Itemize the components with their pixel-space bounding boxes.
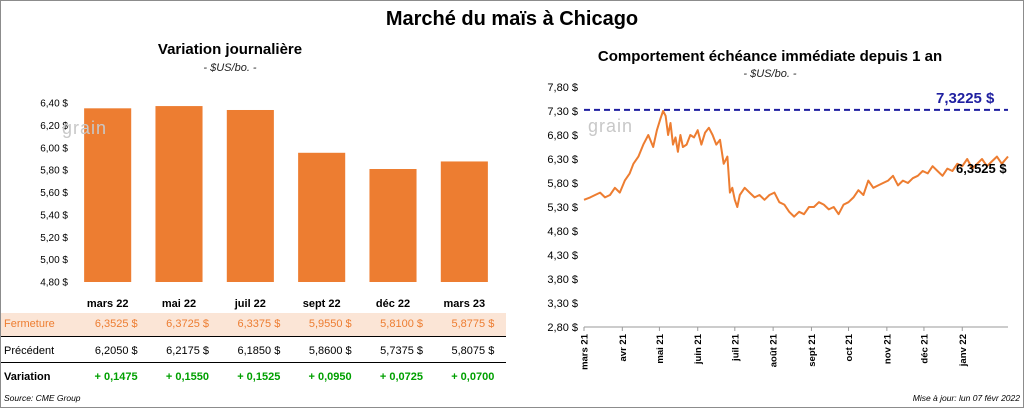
x-tick-label: oct 21 [844, 333, 855, 361]
close-value: 5,9550 $ [308, 318, 352, 330]
x-tick-label: déc 21 [919, 333, 930, 363]
close-value: 5,8775 $ [451, 318, 495, 330]
close-value: 6,3725 $ [166, 318, 209, 330]
page-title: Marché du maïs à Chicago [385, 8, 639, 30]
x-tick-label: août 21 [769, 333, 780, 367]
y-tick-label: 5,80 $ [547, 178, 578, 190]
left-chart-title: Variation journalière [157, 41, 303, 58]
bar [155, 106, 203, 282]
y-tick-label: 6,00 $ [40, 143, 68, 154]
y-tick-label: 6,80 $ [547, 130, 578, 142]
previous-value: 6,2050 $ [94, 345, 138, 357]
x-tick-label: janv 22 [958, 334, 969, 367]
close-value: 6,3525 $ [94, 318, 138, 330]
y-tick-label: 5,30 $ [547, 202, 578, 214]
bar [226, 109, 274, 282]
category-label: mars 23 [444, 298, 486, 310]
variation-value: + 0,0725 [379, 371, 423, 383]
y-tick-label: 6,40 $ [40, 99, 68, 110]
last-value-label: 6,3525 $ [956, 161, 1007, 176]
y-tick-label: 6,20 $ [40, 121, 68, 132]
category-label: mars 22 [87, 298, 129, 310]
variation-value: + 0,0700 [451, 371, 495, 383]
reference-value-label: 7,3225 $ [936, 90, 995, 107]
previous-value: 5,8600 $ [308, 345, 352, 357]
y-tick-label: 5,60 $ [40, 188, 68, 199]
close-row-label: Fermeture [4, 318, 55, 330]
y-tick-label: 5,20 $ [40, 233, 68, 244]
y-tick-label: 4,80 $ [40, 278, 68, 289]
previous-value: 5,7375 $ [380, 345, 423, 357]
variation-value: + 0,1475 [94, 371, 138, 383]
left-watermark: grain [62, 118, 108, 138]
y-tick-label: 5,40 $ [40, 210, 68, 221]
category-label: juil 22 [234, 298, 266, 310]
table-divider-mid [1, 362, 506, 363]
bar [298, 152, 346, 282]
variation-value: + 0,1525 [237, 371, 281, 383]
update-note: Mise à jour: lun 07 févr 2022 [912, 393, 1020, 403]
x-tick-label: sept 21 [807, 333, 818, 366]
bar [84, 108, 132, 283]
table-divider-top [1, 336, 506, 337]
price-line [583, 110, 1009, 218]
x-tick-label: juin 21 [693, 333, 704, 365]
y-tick-label: 3,30 $ [547, 298, 578, 310]
variation-value: + 0,0950 [308, 371, 352, 383]
bar [369, 169, 417, 282]
y-tick-label: 7,80 $ [547, 82, 578, 94]
category-label: mai 22 [162, 298, 196, 310]
y-tick-label: 2,80 $ [547, 322, 578, 334]
right-watermark: grain [588, 116, 634, 136]
previous-row-label: Précédent [4, 345, 55, 357]
variation-row-label: Variation [4, 371, 51, 383]
y-tick-label: 3,80 $ [547, 274, 578, 286]
x-tick-label: avr 21 [618, 333, 629, 361]
y-tick-label: 7,30 $ [547, 106, 578, 118]
previous-value: 6,1850 $ [237, 345, 281, 357]
x-tick-label: mars 21 [580, 333, 591, 370]
left-chart-unit: - $US/bo. - [203, 62, 257, 74]
close-value: 6,3375 $ [237, 318, 281, 330]
category-label: sept 22 [303, 298, 341, 310]
y-tick-label: 5,00 $ [40, 255, 68, 266]
y-tick-label: 4,80 $ [547, 226, 578, 238]
close-row-background [1, 313, 506, 336]
x-tick-label: juil 21 [730, 333, 741, 362]
y-tick-label: 5,80 $ [40, 166, 68, 177]
previous-value: 5,8075 $ [451, 345, 495, 357]
previous-value: 6,2175 $ [166, 345, 209, 357]
bar [440, 161, 488, 282]
y-tick-label: 4,30 $ [547, 250, 578, 262]
y-tick-label: 6,30 $ [547, 154, 578, 166]
x-tick-label: mai 21 [655, 333, 666, 363]
right-chart-unit: - $US/bo. - [743, 68, 797, 80]
category-label: déc 22 [376, 298, 410, 310]
close-value: 5,8100 $ [380, 318, 423, 330]
x-tick-label: nov 21 [882, 333, 893, 364]
right-chart-title: Comportement échéance immédiate depuis 1… [597, 48, 943, 65]
variation-value: + 0,1550 [165, 371, 209, 383]
source-note: Source: CME Group [4, 393, 81, 403]
